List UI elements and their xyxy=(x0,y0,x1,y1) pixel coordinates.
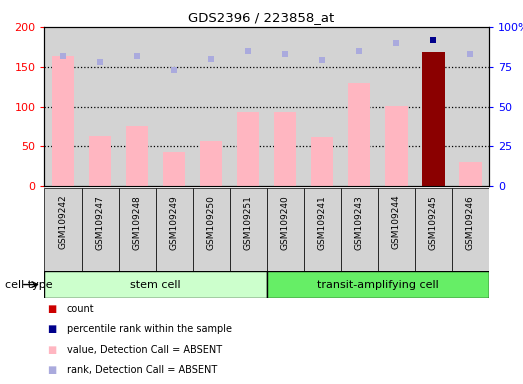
Text: percentile rank within the sample: percentile rank within the sample xyxy=(67,324,232,334)
Bar xyxy=(311,137,334,186)
Bar xyxy=(267,188,304,271)
Bar xyxy=(267,271,489,298)
Text: GSM109251: GSM109251 xyxy=(244,195,253,250)
Text: ■: ■ xyxy=(47,324,56,334)
Text: GSM109245: GSM109245 xyxy=(429,195,438,250)
Bar xyxy=(423,52,445,186)
Text: GSM109243: GSM109243 xyxy=(355,195,364,250)
Text: GSM109248: GSM109248 xyxy=(132,195,142,250)
Bar xyxy=(52,56,74,186)
Bar xyxy=(192,188,230,271)
Bar xyxy=(274,112,297,186)
Text: GSM109240: GSM109240 xyxy=(281,195,290,250)
Text: ■: ■ xyxy=(47,365,56,375)
Text: GSM109241: GSM109241 xyxy=(318,195,327,250)
Text: GSM109250: GSM109250 xyxy=(207,195,215,250)
Text: GSM109247: GSM109247 xyxy=(96,195,105,250)
Text: value, Detection Call = ABSENT: value, Detection Call = ABSENT xyxy=(67,345,222,355)
Text: count: count xyxy=(67,304,95,314)
Text: ■: ■ xyxy=(47,304,56,314)
Bar xyxy=(200,141,222,186)
Bar xyxy=(44,188,82,271)
Bar xyxy=(44,271,267,298)
Bar xyxy=(341,188,378,271)
Bar xyxy=(237,112,259,186)
Bar xyxy=(126,126,148,186)
Bar xyxy=(304,188,341,271)
Text: GSM109244: GSM109244 xyxy=(392,195,401,249)
Bar xyxy=(452,188,489,271)
Text: cell type: cell type xyxy=(5,280,53,290)
Text: GSM109242: GSM109242 xyxy=(59,195,67,249)
Text: rank, Detection Call = ABSENT: rank, Detection Call = ABSENT xyxy=(67,365,217,375)
Text: GDS2396 / 223858_at: GDS2396 / 223858_at xyxy=(188,12,335,25)
Bar xyxy=(459,162,482,186)
Text: stem cell: stem cell xyxy=(130,280,181,290)
Bar xyxy=(156,188,192,271)
Bar xyxy=(89,136,111,186)
Bar xyxy=(163,152,185,186)
Bar xyxy=(378,188,415,271)
Text: GSM109249: GSM109249 xyxy=(169,195,179,250)
Bar xyxy=(348,83,370,186)
Text: ■: ■ xyxy=(47,345,56,355)
Text: GSM109246: GSM109246 xyxy=(466,195,475,250)
Bar xyxy=(119,188,156,271)
Bar xyxy=(230,188,267,271)
Bar xyxy=(415,188,452,271)
Bar xyxy=(82,188,119,271)
Bar xyxy=(385,106,407,186)
Text: transit-amplifying cell: transit-amplifying cell xyxy=(317,280,439,290)
